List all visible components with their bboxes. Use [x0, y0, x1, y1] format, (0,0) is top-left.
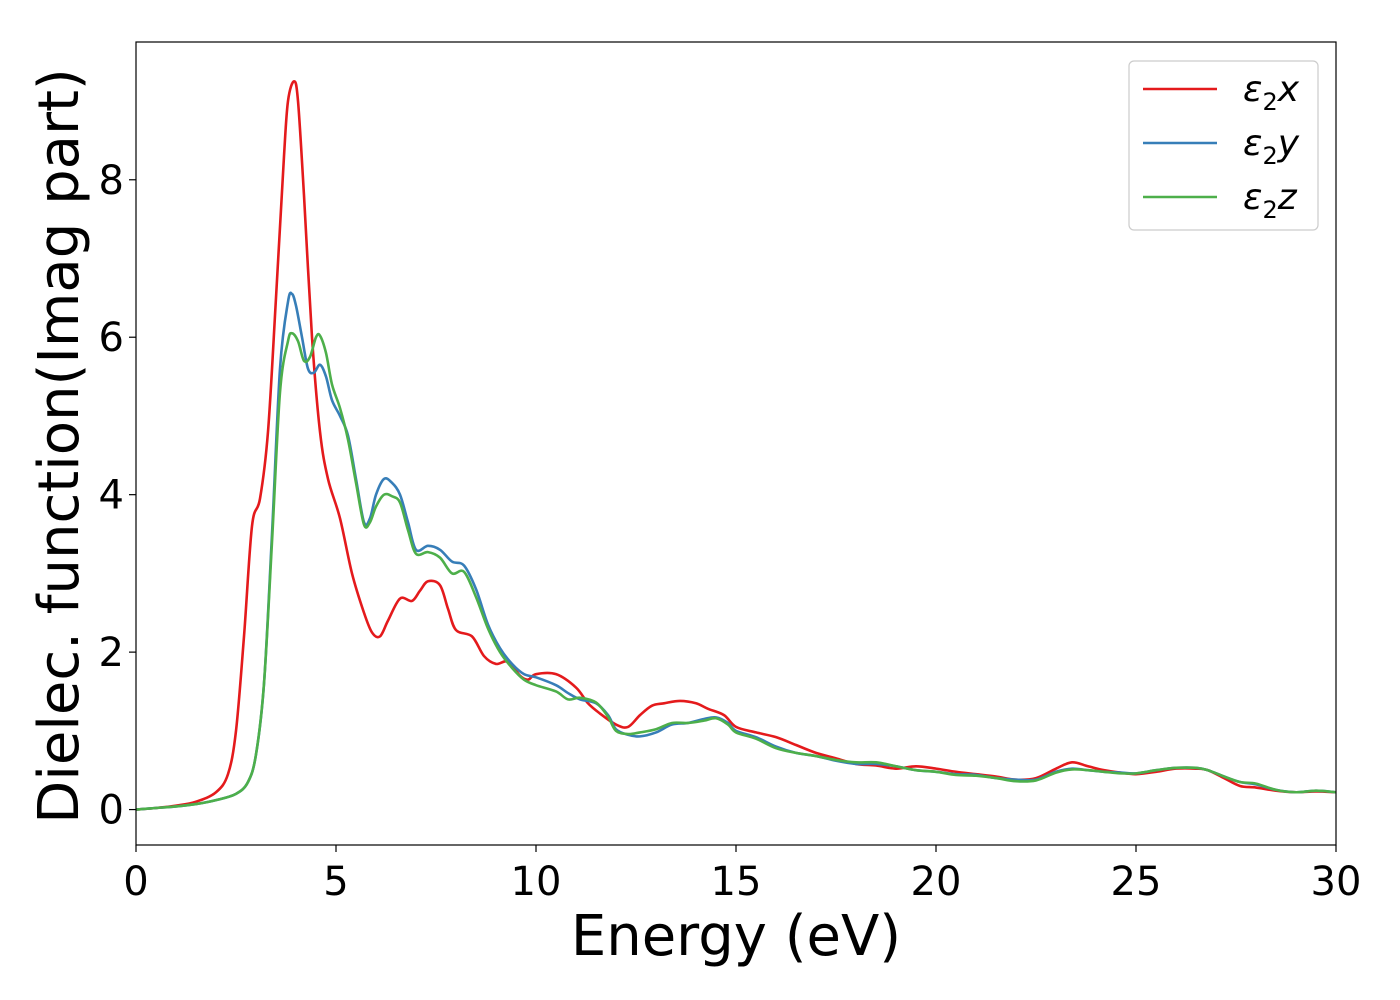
y-tick-label: 4	[99, 473, 124, 519]
x-tick-label: 30	[1311, 859, 1362, 905]
x-tick-label: 25	[1111, 859, 1162, 905]
axes-layer: 0 5 10 15 20 25 30 0 2 4 6 8	[99, 41, 1362, 905]
legend-label: ε2y	[1243, 123, 1300, 170]
legend-box	[1128, 60, 1319, 231]
legend-entry-e2x: ε2x	[1143, 69, 1300, 116]
legend: ε2x ε2y ε2z	[1128, 60, 1319, 231]
legend-entry-e2y: ε2y	[1143, 123, 1300, 170]
y-tick-label: 2	[99, 630, 124, 676]
x-tick-label: 10	[511, 859, 562, 905]
y-axis-label: Dielec. function(Imag part)	[27, 68, 92, 824]
legend-entry-e2z: ε2z	[1143, 177, 1298, 224]
legend-label: ε2z	[1243, 177, 1298, 224]
y-tick-label: 8	[99, 158, 124, 204]
x-tick-label: 15	[711, 859, 762, 905]
x-axis-label: Energy (eV)	[571, 904, 901, 969]
series-line-e2x	[136, 80, 1336, 811]
x-tick-label: 20	[911, 859, 962, 905]
y-tick-label: 0	[99, 788, 124, 834]
series-line-e2z	[136, 331, 1336, 811]
x-tick-label: 5	[323, 859, 348, 905]
x-tick-label: 0	[123, 859, 148, 905]
y-tick-label: 6	[99, 315, 124, 361]
legend-label: ε2x	[1243, 69, 1300, 116]
series-layer	[136, 80, 1336, 811]
